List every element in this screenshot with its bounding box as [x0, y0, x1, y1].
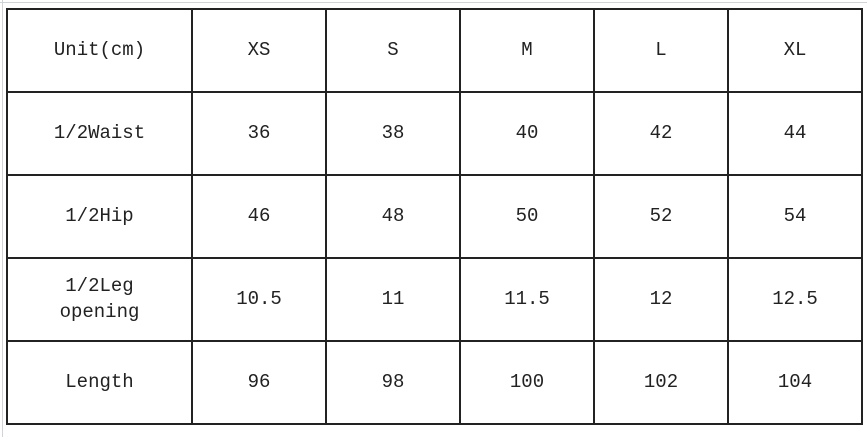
size-chart-table: Unit(cm) XS S M L XL 1/2Waist 36 38 40 42 44 1/2Hip 4…	[6, 8, 863, 425]
table-cell: 12.5	[727, 257, 863, 342]
table-cell: 54	[727, 174, 863, 259]
column-header: L	[593, 8, 729, 93]
table-cell: 10.5	[191, 257, 327, 342]
table-row: Length 96 98 100 102 104	[6, 340, 863, 425]
table-cell: 46	[191, 174, 327, 259]
column-header: XL	[727, 8, 863, 93]
table-cell: 36	[191, 91, 327, 176]
table-cell: 50	[459, 174, 595, 259]
table-cell: 104	[727, 340, 863, 425]
row-label: 1/2Waist	[6, 91, 193, 176]
table-cell: 100	[459, 340, 595, 425]
table-cell: 40	[459, 91, 595, 176]
table-cell: 96	[191, 340, 327, 425]
table-cell: 98	[325, 340, 461, 425]
row-label: Length	[6, 340, 193, 425]
table-row: 1/2Waist 36 38 40 42 44	[6, 91, 863, 176]
column-header: XS	[191, 8, 327, 93]
table-cell: 42	[593, 91, 729, 176]
column-header: M	[459, 8, 595, 93]
column-header: Unit(cm)	[6, 8, 193, 93]
table-cell: 12	[593, 257, 729, 342]
table-cell: 48	[325, 174, 461, 259]
table-row: 1/2Hip 46 48 50 52 54	[6, 174, 863, 259]
sheet-gridline-top	[0, 2, 867, 3]
table-cell: 52	[593, 174, 729, 259]
sheet-gridline-left	[2, 0, 3, 437]
row-label: 1/2Hip	[6, 174, 193, 259]
table-cell: 11.5	[459, 257, 595, 342]
table-cell: 38	[325, 91, 461, 176]
table-row: 1/2Leg opening 10.5 11 11.5 12 12.5	[6, 257, 863, 342]
header-row: Unit(cm) XS S M L XL	[6, 8, 863, 93]
column-header: S	[325, 8, 461, 93]
table-cell: 11	[325, 257, 461, 342]
row-label: 1/2Leg opening	[6, 257, 193, 342]
table-cell: 44	[727, 91, 863, 176]
table-cell: 102	[593, 340, 729, 425]
